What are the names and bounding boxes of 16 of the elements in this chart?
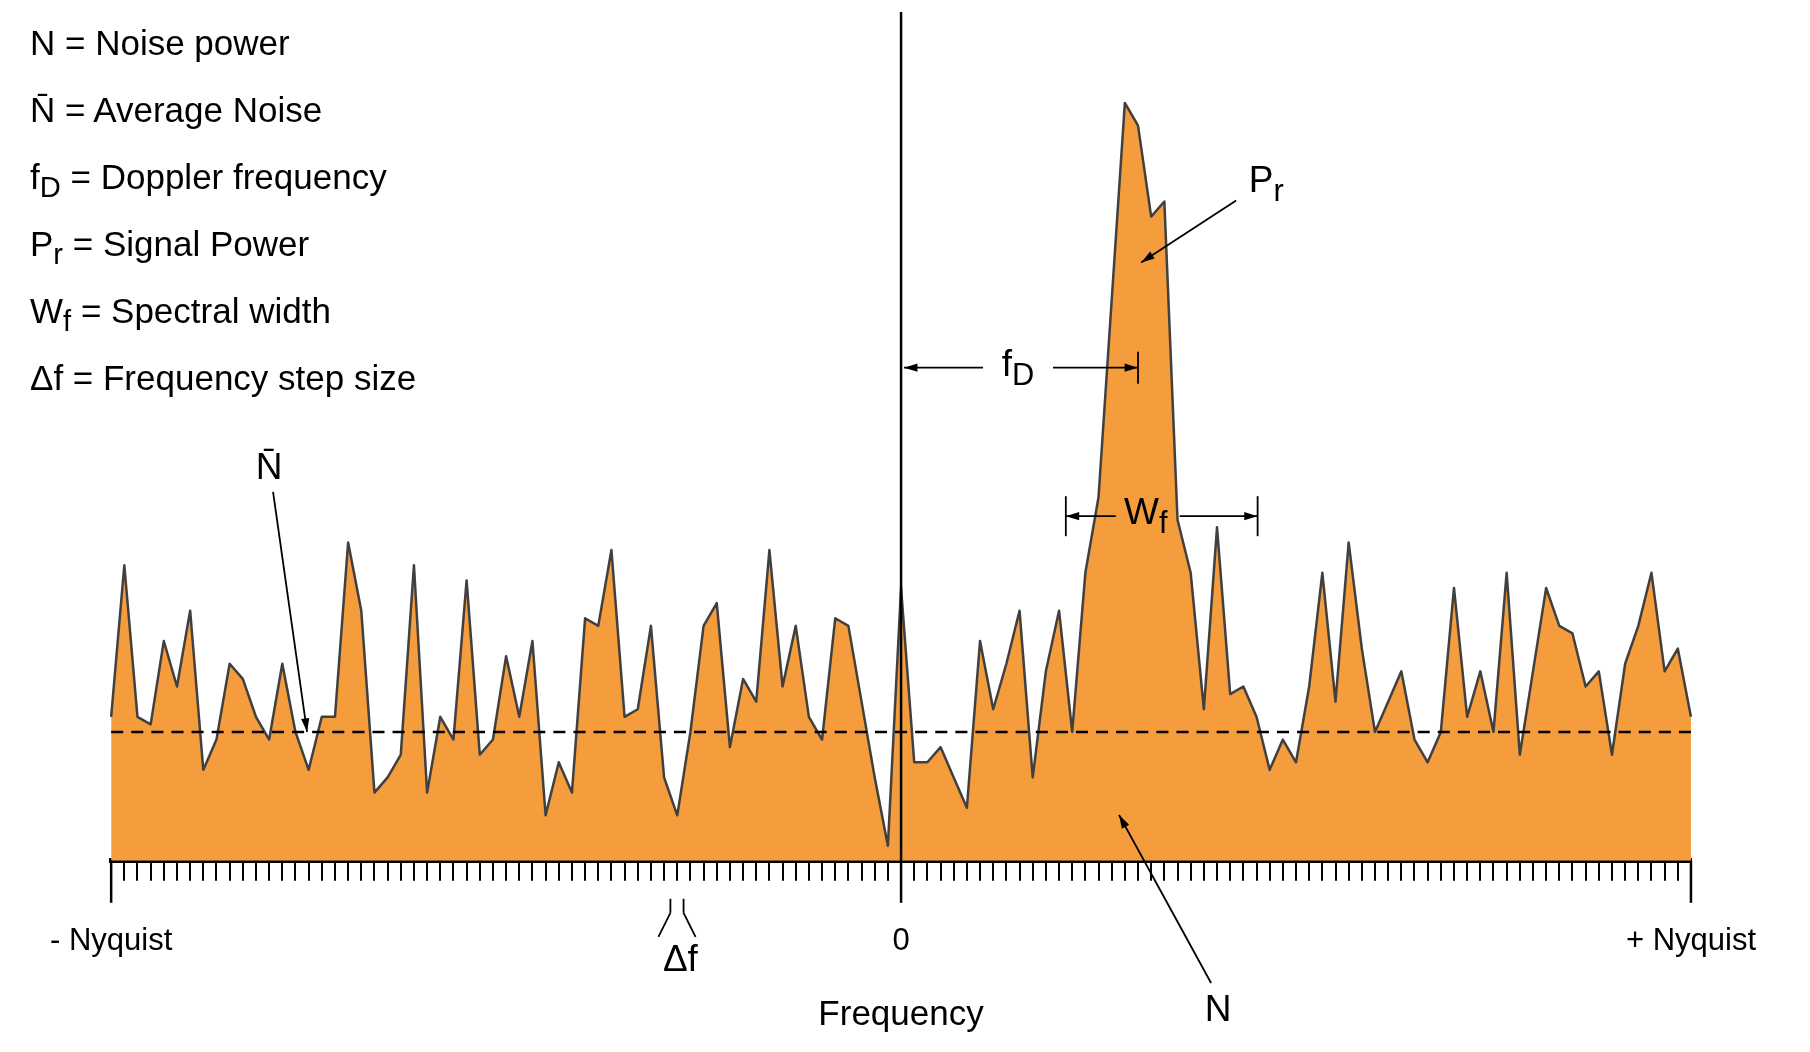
text: Δf bbox=[662, 937, 698, 980]
x-axis-title: Frequency bbox=[818, 992, 985, 1032]
annotation: W$_{f}$ = Spectral width bbox=[30, 290, 331, 339]
annotation: N̄ = Average Noise bbox=[30, 89, 323, 131]
x-tick-label: 0 bbox=[892, 921, 910, 957]
annotation: f$_{D}$ = Doppler frequency bbox=[30, 156, 387, 205]
text: N = Noise power bbox=[30, 22, 290, 64]
x-tick-label: - Nyquist bbox=[50, 921, 173, 957]
annotation: Δf = Frequency step size bbox=[30, 357, 417, 399]
annotation: P$_{r}$ bbox=[1248, 159, 1284, 210]
annotation: P$_{r}$ = Signal Power bbox=[30, 223, 310, 272]
annotation: N̄ bbox=[255, 445, 283, 488]
annotation: W$_{f}$ bbox=[1123, 491, 1168, 541]
text: N bbox=[1204, 987, 1232, 1030]
annotation: f$_{D}$ bbox=[1001, 342, 1035, 393]
x-tick-label: + Nyquist bbox=[1625, 921, 1757, 957]
